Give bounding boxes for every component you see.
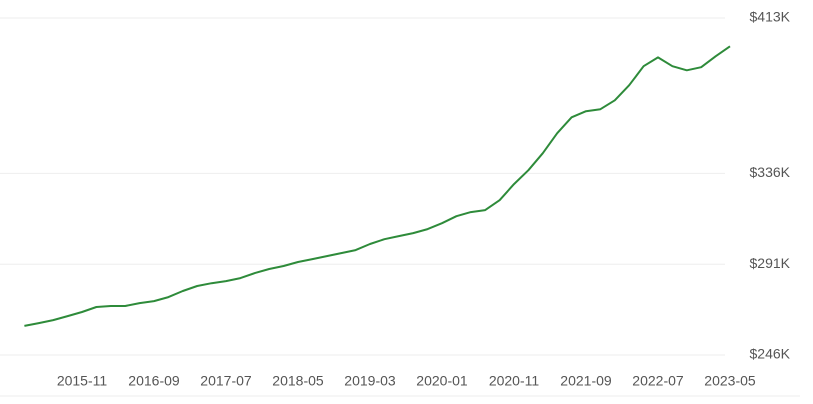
y-tick-label: $291K — [750, 255, 791, 271]
x-tick-label: 2015-11 — [57, 373, 108, 389]
x-tick-label: 2017-07 — [200, 373, 252, 389]
x-tick-label: 2022-07 — [632, 373, 684, 389]
x-tick-label: 2019-03 — [344, 373, 396, 389]
x-tick-label: 2016-09 — [128, 373, 180, 389]
x-tick-label: 2023-05 — [704, 373, 756, 389]
x-tick-label: 2021-09 — [560, 373, 612, 389]
x-tick-label: 2018-05 — [272, 373, 324, 389]
line — [24, 45, 731, 327]
x-tick-label: 2020-11 — [489, 373, 540, 389]
y-tick-label: $246K — [750, 346, 791, 362]
y-tick-label: $413K — [750, 9, 791, 25]
x-tick-label: 2020-01 — [416, 373, 468, 389]
y-tick-label: $336K — [750, 164, 791, 180]
